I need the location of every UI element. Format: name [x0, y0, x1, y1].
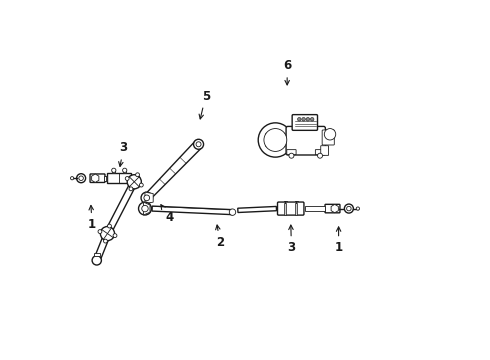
Polygon shape [144, 141, 202, 201]
Circle shape [103, 239, 107, 243]
Text: 2: 2 [216, 225, 224, 249]
Polygon shape [305, 206, 325, 211]
Circle shape [125, 176, 129, 180]
Circle shape [324, 129, 336, 140]
Polygon shape [112, 170, 115, 174]
FancyBboxPatch shape [277, 202, 304, 215]
FancyBboxPatch shape [266, 133, 285, 147]
Bar [295, 203, 297, 215]
Circle shape [258, 123, 293, 157]
Polygon shape [107, 174, 131, 183]
Circle shape [141, 192, 152, 203]
Text: 3: 3 [119, 141, 127, 166]
Circle shape [310, 117, 314, 121]
Circle shape [306, 117, 310, 121]
FancyBboxPatch shape [287, 150, 296, 155]
Polygon shape [238, 206, 276, 212]
FancyBboxPatch shape [90, 174, 105, 183]
Circle shape [289, 153, 294, 158]
FancyBboxPatch shape [321, 146, 329, 156]
Circle shape [113, 234, 117, 238]
Polygon shape [94, 252, 100, 256]
Polygon shape [123, 170, 126, 174]
Text: 4: 4 [161, 205, 174, 224]
Circle shape [100, 226, 115, 240]
Circle shape [196, 142, 201, 147]
FancyBboxPatch shape [322, 130, 334, 145]
Circle shape [194, 139, 203, 149]
Circle shape [98, 230, 102, 234]
Text: 5: 5 [199, 90, 210, 119]
Circle shape [144, 195, 149, 201]
Polygon shape [92, 174, 99, 183]
Circle shape [122, 168, 127, 172]
Circle shape [127, 175, 141, 189]
Polygon shape [131, 176, 139, 181]
FancyBboxPatch shape [325, 204, 340, 213]
Circle shape [136, 173, 140, 177]
Circle shape [92, 256, 101, 265]
Circle shape [264, 129, 287, 152]
Text: 1: 1 [335, 227, 343, 255]
Circle shape [344, 204, 353, 213]
Text: 6: 6 [283, 59, 291, 85]
Polygon shape [152, 206, 233, 215]
Circle shape [297, 117, 301, 121]
Circle shape [346, 206, 351, 211]
Polygon shape [99, 176, 107, 181]
Circle shape [302, 117, 305, 121]
Polygon shape [94, 233, 110, 262]
Circle shape [79, 176, 83, 180]
Circle shape [71, 177, 73, 180]
Circle shape [107, 224, 111, 228]
Text: 1: 1 [88, 206, 96, 231]
FancyBboxPatch shape [292, 114, 318, 130]
Circle shape [229, 209, 236, 215]
Circle shape [139, 202, 151, 215]
Circle shape [129, 187, 133, 191]
Circle shape [139, 183, 143, 187]
Polygon shape [104, 180, 137, 235]
Text: 3: 3 [287, 225, 295, 255]
Polygon shape [145, 192, 153, 203]
Polygon shape [331, 204, 339, 213]
Bar [284, 203, 287, 215]
Circle shape [76, 174, 86, 183]
Circle shape [356, 207, 360, 210]
Polygon shape [104, 176, 106, 181]
Circle shape [318, 153, 322, 158]
Circle shape [112, 168, 116, 172]
Polygon shape [144, 202, 150, 215]
FancyBboxPatch shape [286, 126, 325, 155]
Circle shape [142, 205, 148, 212]
FancyBboxPatch shape [316, 150, 325, 155]
